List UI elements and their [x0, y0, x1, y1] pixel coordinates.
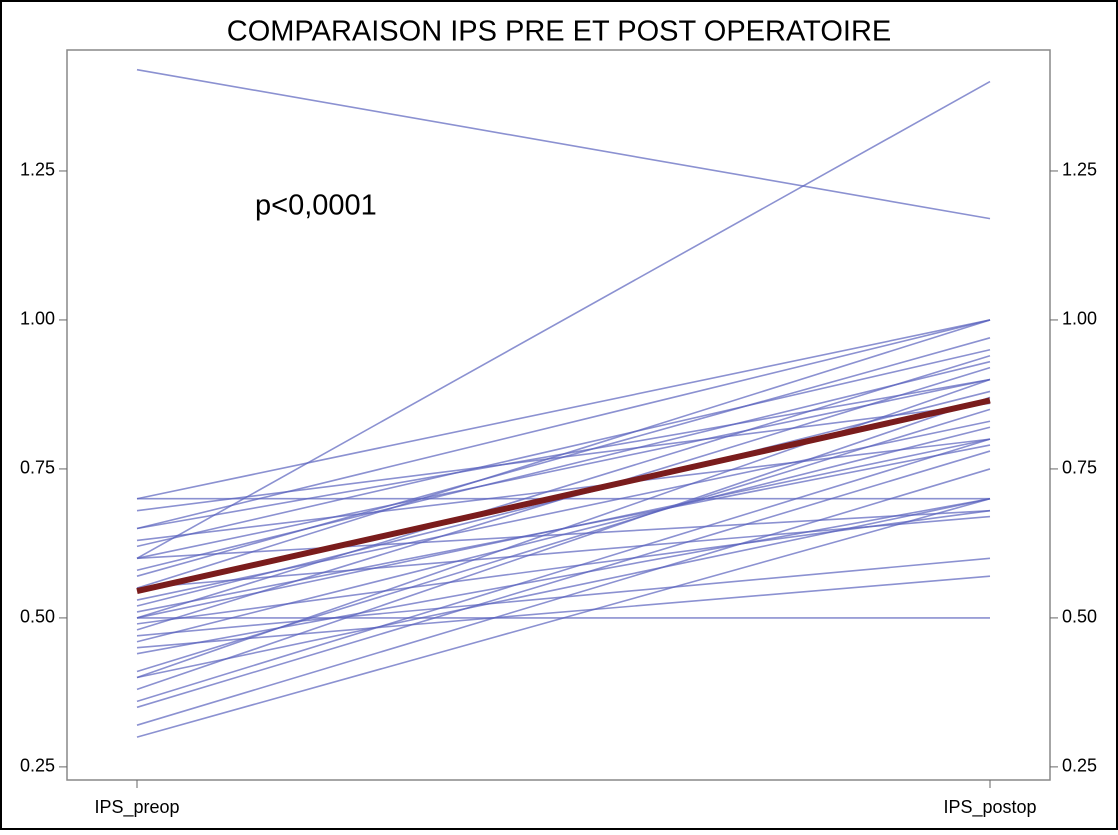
patient-line	[136, 80, 991, 560]
y-tick-label: 1.25	[20, 160, 55, 180]
patient-line	[136, 468, 991, 726]
y2-tick-label: 0.25	[1062, 756, 1097, 776]
y-tick-label: 0.75	[20, 458, 55, 478]
patient-line	[136, 575, 991, 649]
patient-line	[136, 438, 991, 542]
patient-line	[136, 319, 991, 500]
x-tick-label: IPS_preop	[94, 797, 179, 818]
y-tick-label: 1.00	[20, 309, 55, 329]
patient-line	[136, 396, 991, 691]
patient-line	[136, 348, 991, 548]
patient-line	[136, 444, 991, 613]
patient-line	[136, 426, 991, 643]
mean-line	[136, 397, 991, 595]
patient-line	[136, 420, 991, 601]
patient-line	[136, 354, 991, 619]
y2-tick-label: 0.50	[1062, 607, 1097, 627]
x-tick-label: IPS_postop	[943, 797, 1036, 818]
y-tick-label: 0.50	[20, 607, 55, 627]
patient-line	[136, 68, 991, 220]
patient-line	[136, 515, 991, 589]
patient-line	[136, 378, 991, 560]
patient-line	[136, 497, 991, 655]
plot-area	[66, 49, 1051, 781]
patient-line	[136, 509, 991, 625]
annotation: p<0,0001	[255, 190, 377, 222]
y2-tick-label: 0.75	[1062, 458, 1097, 478]
y2-tick-label: 1.00	[1062, 309, 1097, 329]
y2-tick-label: 1.25	[1062, 160, 1097, 180]
patient-line	[136, 319, 991, 589]
patient-line	[136, 438, 991, 703]
patient-line	[136, 402, 991, 512]
y-tick-label: 0.25	[20, 756, 55, 776]
patient-line	[136, 360, 991, 572]
patient-line	[136, 319, 991, 530]
chart-title: COMPARAISON IPS PRE ET POST OPERATOIRE	[227, 16, 891, 48]
patient-line	[136, 450, 991, 709]
